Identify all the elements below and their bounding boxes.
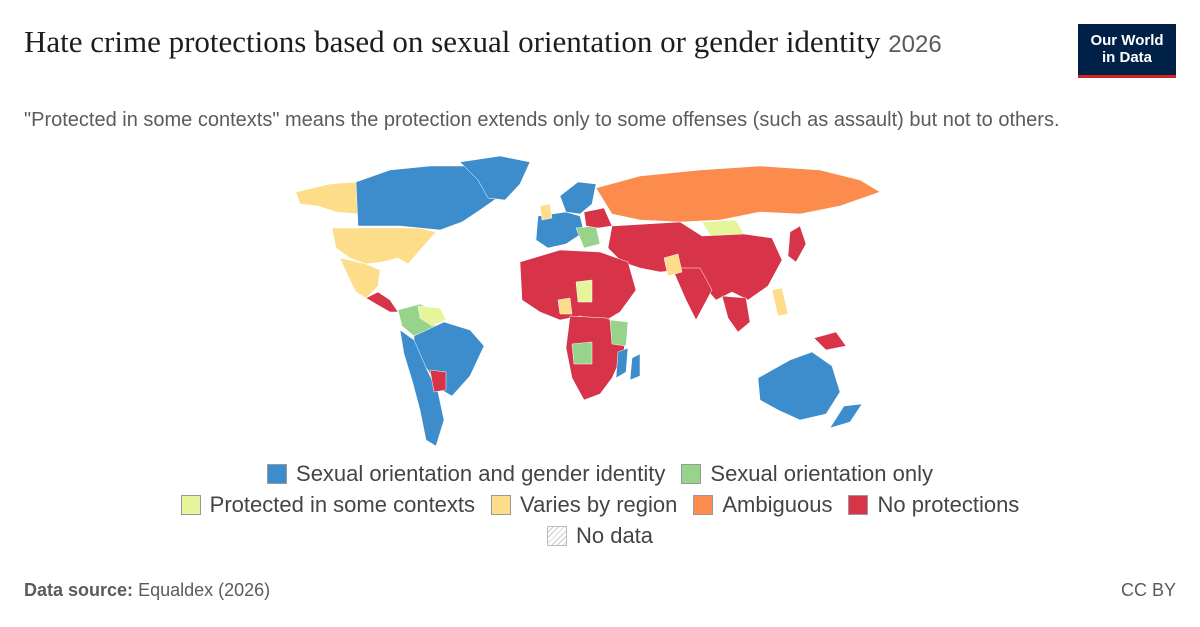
legend-item-no-data[interactable]: No data	[546, 522, 654, 549]
map-united-states[interactable]	[331, 227, 437, 265]
legend-row-2: Protected in some contexts Varies by reg…	[0, 489, 1200, 520]
map-asia-south[interactable]	[607, 221, 783, 301]
map-papua[interactable]	[813, 331, 847, 351]
map-andes[interactable]	[399, 329, 445, 447]
legend-swatch	[491, 494, 512, 515]
license[interactable]: CC BY	[1120, 580, 1176, 600]
map-western-europe[interactable]	[535, 211, 585, 249]
map-paraguay[interactable]	[429, 369, 447, 393]
owid-logo[interactable]: Our World in Data	[1078, 24, 1176, 78]
legend-swatch	[848, 494, 869, 515]
map-madagascar[interactable]	[629, 353, 641, 381]
map-pakistan[interactable]	[663, 253, 683, 277]
legend-label: Sexual orientation and gender identity	[296, 460, 666, 486]
legend-swatch	[180, 494, 201, 515]
title-year: 2026	[888, 31, 942, 58]
legend-item-no-protections[interactable]: No protections	[848, 492, 1019, 518]
legend-swatch	[681, 463, 702, 484]
map-west-africa-partial[interactable]	[557, 297, 573, 315]
legend-item-so-gi[interactable]: Sexual orientation and gender identity	[267, 461, 665, 487]
legend-label: Protected in some contexts	[209, 491, 476, 517]
map-south-africa[interactable]	[615, 347, 629, 379]
map-japan[interactable]	[787, 225, 807, 263]
map-greenland[interactable]	[459, 155, 531, 201]
map-india[interactable]	[671, 267, 713, 321]
map-mexico[interactable]	[339, 257, 381, 299]
data-source: Data source: Equaldex (2026)	[24, 580, 270, 601]
map-southeast-asia[interactable]	[721, 295, 751, 333]
legend-item-varies[interactable]: Varies by region	[491, 492, 677, 518]
map-eastern-europe[interactable]	[583, 207, 613, 229]
logo-line1: Our World	[1090, 32, 1164, 49]
legend-label: Ambiguous	[722, 491, 833, 517]
legend-swatch	[546, 525, 567, 546]
legend-item-some-contexts[interactable]: Protected in some contexts	[180, 491, 476, 518]
map-australia[interactable]	[757, 351, 841, 421]
map-philippines[interactable]	[771, 287, 789, 317]
map-venezuela[interactable]	[417, 305, 447, 327]
legend-label: No protections	[877, 491, 1020, 517]
logo-line2: in Data	[1101, 49, 1152, 66]
chart-title: Hate crime protections based on sexual o…	[24, 24, 1024, 63]
map-balkans[interactable]	[575, 225, 601, 249]
map-uk[interactable]	[539, 203, 553, 221]
data-source-label: Data source:	[24, 580, 134, 600]
legend-row-1: Sexual orientation and gender identity S…	[0, 458, 1200, 489]
map-scandinavia[interactable]	[559, 181, 597, 215]
data-source-value[interactable]: Equaldex (2026)	[138, 580, 271, 600]
title-text: Hate crime protections based on sexual o…	[24, 24, 881, 59]
map-new-zealand[interactable]	[829, 403, 863, 429]
chart-subtitle: "Protected in some contexts" means the p…	[24, 109, 1060, 131]
map-niger[interactable]	[575, 279, 593, 303]
legend-label: No data	[575, 522, 654, 548]
map-central-america[interactable]	[365, 291, 399, 313]
map-east-africa[interactable]	[609, 319, 629, 347]
legend-row-3: No data	[0, 520, 1200, 551]
world-map[interactable]	[0, 150, 1200, 450]
map-angola-zambia[interactable]	[571, 341, 593, 365]
map-legend: Sexual orientation and gender identity S…	[0, 458, 1200, 551]
legend-swatch	[693, 494, 714, 515]
map-russia[interactable]	[595, 165, 881, 223]
legend-item-ambiguous[interactable]: Ambiguous	[693, 492, 832, 518]
legend-label: Sexual orientation only	[710, 460, 933, 486]
map-alaska[interactable]	[295, 181, 359, 215]
legend-swatch	[267, 463, 288, 484]
legend-label: Varies by region	[520, 491, 678, 517]
legend-item-so-only[interactable]: Sexual orientation only	[681, 461, 933, 487]
